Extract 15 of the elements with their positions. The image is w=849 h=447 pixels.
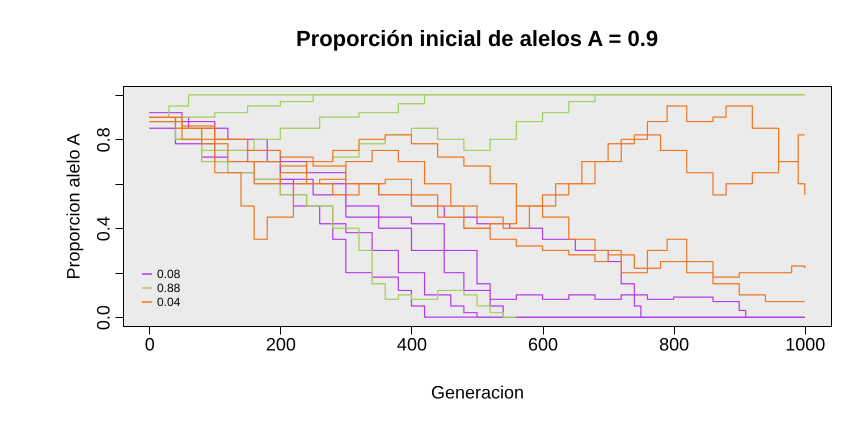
x-tick-label: 1000 xyxy=(785,334,826,354)
chart-title: Proporción inicial de alelos A = 0.9 xyxy=(296,26,658,51)
x-axis-title: Generacion xyxy=(430,382,524,402)
x-tick-label: 400 xyxy=(396,334,427,354)
x-tick-label: 0 xyxy=(144,334,155,354)
legend-label: 0.88 xyxy=(157,281,181,295)
y-tick-label: 0.0 xyxy=(94,305,114,330)
y-tick-label: 0.4 xyxy=(94,216,114,242)
y-tick-label: 0.8 xyxy=(94,127,114,152)
y-axis-title: Proporcion alelo A xyxy=(64,133,84,280)
x-tick-label: 200 xyxy=(266,334,296,354)
x-tick-label: 800 xyxy=(659,334,690,354)
x-tick-label: 600 xyxy=(528,334,558,354)
legend-label: 0.04 xyxy=(157,295,181,309)
legend-label: 0.08 xyxy=(157,267,181,281)
